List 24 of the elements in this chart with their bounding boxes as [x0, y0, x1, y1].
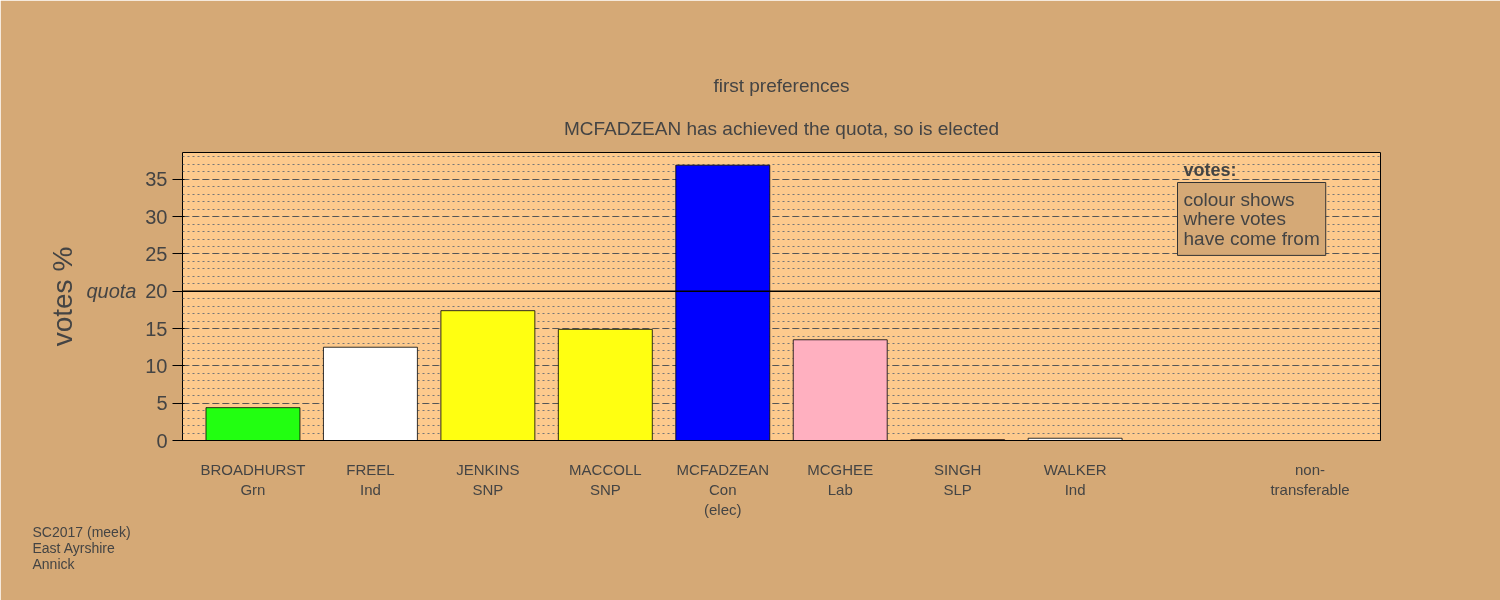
y-tick-label: 35	[145, 168, 168, 191]
y-tick-label: 30	[145, 205, 168, 228]
y-tick-label: 0	[156, 429, 168, 452]
x-tick-label: JENKINS SNP	[456, 460, 520, 498]
annotation: colour shows where votes have come from	[1182, 188, 1320, 250]
y-tick-label: 5	[156, 392, 168, 415]
chart-subtitle: MCFADZEAN has achieved the quota, so is elected	[563, 117, 1000, 139]
y-tick-label: 20	[145, 280, 168, 303]
text: SC2017 (meek) East Ayrshire Annick	[32, 523, 131, 572]
y-tick-label: 25	[145, 242, 168, 265]
x-tick-label: MCGHEE Lab	[807, 460, 874, 498]
x-tick-label: SINGH SLP	[933, 460, 982, 498]
y-tick-label: 10	[145, 354, 168, 377]
y-tick-label: 15	[145, 317, 168, 340]
x-tick-label: MCFADZEAN Con (elec)	[676, 460, 770, 519]
x-tick-label: FREEL Ind	[346, 460, 395, 498]
chart-title: first preferences	[713, 74, 850, 96]
x-tick-label: MACCOLL SNP	[569, 460, 642, 498]
x-tick-label: WALKER Ind	[1043, 460, 1107, 498]
ref-line-label: quota	[86, 280, 137, 303]
annotation: votes:	[1183, 159, 1237, 180]
x-tick-label: non- transferable	[1270, 460, 1350, 498]
y-axis-title: votes %	[47, 246, 79, 347]
x-tick-label: BROADHURST Grn	[200, 460, 306, 498]
